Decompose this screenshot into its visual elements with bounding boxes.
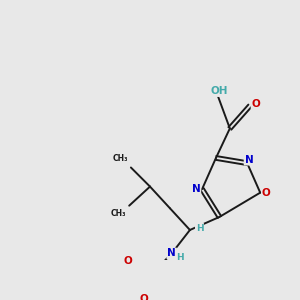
Text: N: N — [244, 155, 253, 165]
Text: N: N — [192, 184, 200, 194]
Text: N: N — [167, 248, 176, 258]
Text: O: O — [124, 256, 133, 266]
Text: CH₃: CH₃ — [111, 209, 127, 218]
Text: O: O — [262, 188, 271, 198]
Text: H: H — [196, 224, 203, 233]
Text: OH: OH — [211, 86, 228, 96]
Text: CH₃: CH₃ — [113, 154, 128, 163]
Text: H: H — [177, 253, 184, 262]
Text: O: O — [140, 294, 148, 300]
Text: O: O — [251, 99, 260, 109]
